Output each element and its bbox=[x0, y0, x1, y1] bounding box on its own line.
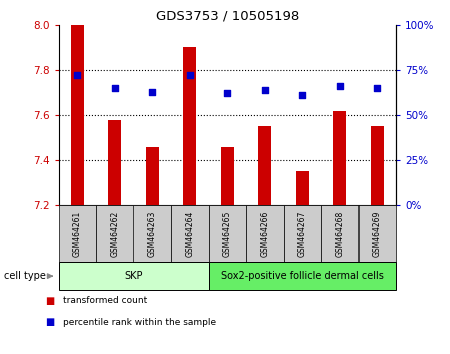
Bar bbox=[220, 147, 234, 205]
Text: GSM464263: GSM464263 bbox=[148, 210, 157, 257]
Bar bbox=[71, 25, 84, 205]
Point bbox=[299, 92, 306, 98]
Bar bbox=[296, 171, 309, 205]
Text: percentile rank within the sample: percentile rank within the sample bbox=[63, 318, 216, 327]
Point bbox=[148, 89, 156, 95]
Bar bbox=[183, 47, 196, 205]
Text: GSM464261: GSM464261 bbox=[73, 211, 82, 257]
Text: SKP: SKP bbox=[124, 271, 143, 281]
Title: GDS3753 / 10505198: GDS3753 / 10505198 bbox=[156, 9, 299, 22]
Bar bbox=[146, 147, 159, 205]
Text: ■: ■ bbox=[45, 317, 54, 327]
Text: ■: ■ bbox=[45, 296, 54, 306]
Text: GSM464266: GSM464266 bbox=[260, 210, 269, 257]
Text: GSM464268: GSM464268 bbox=[335, 211, 344, 257]
Bar bbox=[108, 120, 122, 205]
Text: cell type: cell type bbox=[4, 271, 46, 281]
Text: Sox2-positive follicle dermal cells: Sox2-positive follicle dermal cells bbox=[221, 271, 384, 281]
Bar bbox=[258, 126, 271, 205]
Text: GSM464262: GSM464262 bbox=[110, 211, 119, 257]
Text: transformed count: transformed count bbox=[63, 296, 147, 306]
Point bbox=[111, 85, 118, 91]
Bar bbox=[371, 126, 384, 205]
Point bbox=[261, 87, 268, 93]
Point bbox=[224, 91, 231, 96]
Text: GSM464264: GSM464264 bbox=[185, 210, 194, 257]
Point bbox=[186, 73, 194, 78]
Point bbox=[374, 85, 381, 91]
Bar bbox=[333, 110, 346, 205]
Text: GSM464269: GSM464269 bbox=[373, 210, 382, 257]
Text: GSM464267: GSM464267 bbox=[298, 210, 307, 257]
Point bbox=[74, 73, 81, 78]
Point bbox=[336, 83, 343, 89]
Text: GSM464265: GSM464265 bbox=[223, 210, 232, 257]
